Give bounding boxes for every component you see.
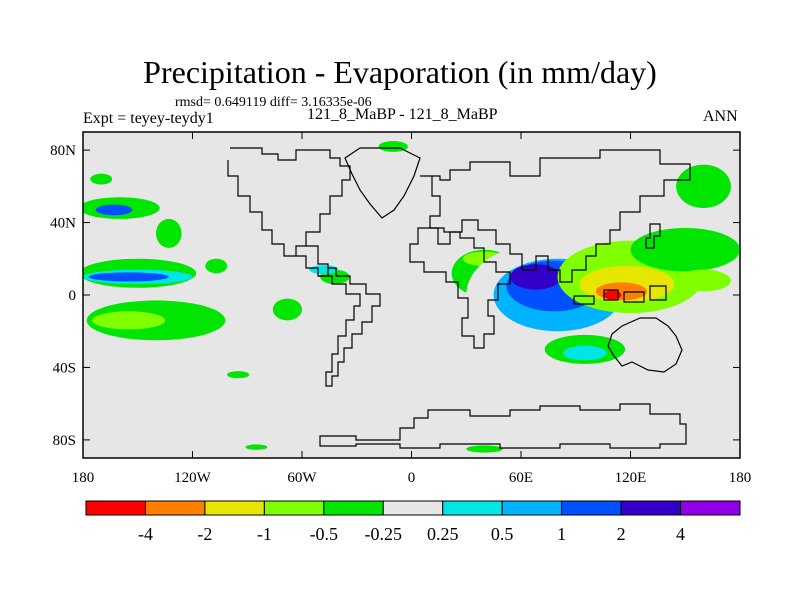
chart-title: Precipitation - Evaporation (in mm/day) xyxy=(143,54,657,90)
field-region xyxy=(676,269,731,292)
experiment-label: Expt = teyey-teydy1 xyxy=(83,110,214,127)
y-tick-label: 40N xyxy=(50,216,76,232)
field-region xyxy=(205,258,228,274)
colorbar: -4 -2 -1 -0.5 -0.25 0.25 0.5 1 2 4 xyxy=(85,500,741,544)
colorbar-label: 1 xyxy=(557,524,566,544)
x-tick-label: 180 xyxy=(729,470,752,486)
field-region xyxy=(630,227,740,272)
field-region xyxy=(92,311,166,330)
coastline-africa xyxy=(409,227,511,349)
field-region xyxy=(603,290,622,300)
coastline-japan xyxy=(645,223,661,249)
colorbar-swatch xyxy=(442,500,503,516)
contour-field-layer xyxy=(83,141,740,453)
colorbar-label: -2 xyxy=(197,524,212,544)
colorbar-swatch xyxy=(144,500,206,516)
coastline-layer xyxy=(227,147,691,449)
field-region xyxy=(90,173,113,185)
colorbar-label: 4 xyxy=(676,524,685,544)
x-tick-label: 120W xyxy=(174,470,212,486)
field-region xyxy=(245,444,268,450)
coastline-eurasia xyxy=(420,149,691,283)
field-region xyxy=(676,164,731,209)
season-label: ANN xyxy=(703,108,738,125)
y-tick-label: 80S xyxy=(53,433,76,449)
x-tick-label: 120E xyxy=(615,470,647,486)
colorbar-swatch xyxy=(263,500,325,516)
colorbar-label: 0.5 xyxy=(491,524,514,544)
field-region xyxy=(272,298,302,321)
case-comparison-label: 121_8_MaBP - 121_8_MaBP xyxy=(307,106,498,123)
colorbar-swatch xyxy=(382,500,444,516)
field-region xyxy=(378,141,408,152)
colorbar-swatch xyxy=(204,500,265,516)
colorbar-swatch xyxy=(85,500,146,516)
colorbar-label: 2 xyxy=(617,524,626,544)
y-tick-label: 80N xyxy=(50,143,76,159)
coastline-antarctica xyxy=(319,403,687,449)
colorbar-swatch xyxy=(561,500,622,516)
coastline-australia xyxy=(607,317,683,373)
x-tick-label: 60E xyxy=(509,470,533,486)
colorbar-label: -0.5 xyxy=(310,524,339,544)
field-region xyxy=(95,204,133,216)
coastline-north-america xyxy=(227,147,351,277)
field-region xyxy=(634,327,700,372)
field-region xyxy=(309,265,339,275)
x-tick-label: 180 xyxy=(72,470,95,486)
field-region xyxy=(156,218,182,248)
x-tick-label: 60W xyxy=(287,470,317,486)
axis-tick-labels: 180 120W 60W 0 60E 120E 180 80N 40N 0 40S 80S xyxy=(50,143,751,486)
field-region xyxy=(466,445,503,453)
colorbar-swatch xyxy=(680,500,741,516)
coastline-indonesia xyxy=(573,285,667,305)
coastline-south-america xyxy=(318,267,381,387)
colorbar-swatch xyxy=(501,500,563,516)
y-tick-label: 40S xyxy=(53,360,76,376)
axis-ticks xyxy=(82,132,741,458)
y-tick-label: 0 xyxy=(69,288,77,304)
colorbar-label: -0.25 xyxy=(365,524,403,544)
colorbar-swatch xyxy=(620,500,682,516)
rmsd-diff-stats: rmsd= 0.649119 diff= 3.16335e-06 xyxy=(175,95,372,110)
field-region xyxy=(88,272,169,282)
field-region xyxy=(227,371,250,379)
colorbar-label: -1 xyxy=(257,524,272,544)
colorbar-label: -4 xyxy=(138,524,153,544)
colorbar-label: 0.25 xyxy=(427,524,459,544)
x-tick-label: 0 xyxy=(408,470,416,486)
field-region xyxy=(562,345,607,361)
colorbar-swatch xyxy=(323,500,384,516)
coastline-greenland xyxy=(344,147,421,219)
